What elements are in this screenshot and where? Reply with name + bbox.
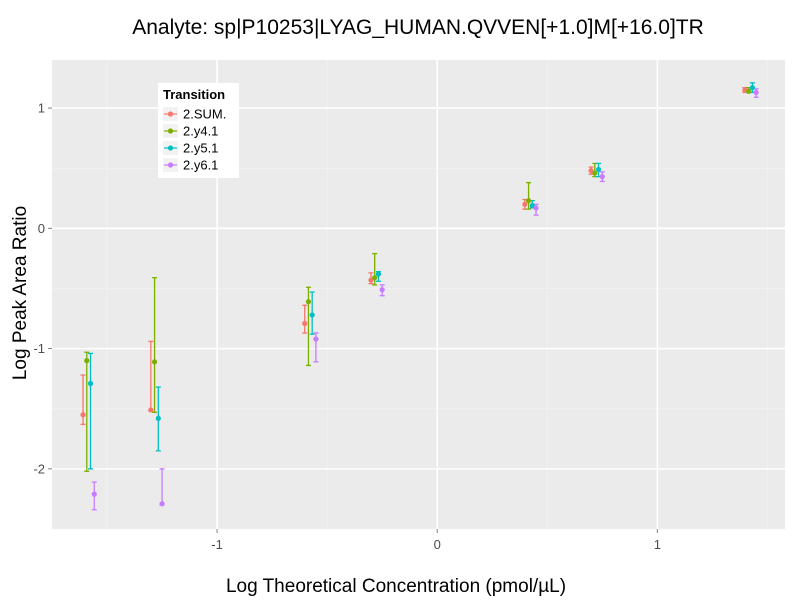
legend-label: 2.y6.1 xyxy=(183,158,218,173)
legend-label: 2.SUM. xyxy=(183,107,226,122)
y-tick-label: -1 xyxy=(33,341,45,356)
data-point xyxy=(313,336,319,342)
legend-label: 2.y5.1 xyxy=(183,141,218,156)
legend-key-point xyxy=(167,128,174,134)
x-axis-ticks: -1 0 1 xyxy=(211,529,661,552)
data-point xyxy=(91,491,97,497)
data-point xyxy=(159,501,165,507)
data-point xyxy=(529,202,535,209)
data-point xyxy=(372,275,378,281)
x-axis-title: Log Theoretical Concentration (pmol/µL) xyxy=(226,576,566,597)
data-point xyxy=(305,299,312,305)
data-point xyxy=(525,198,532,204)
legend-key-point xyxy=(167,145,174,151)
data-point xyxy=(87,380,94,387)
x-tick-label: 1 xyxy=(654,537,661,552)
legend-items: 2.SUM. 2.y4.1 2.y5.1 2.y6.1 xyxy=(163,107,226,173)
legend-title: Transition xyxy=(163,87,225,102)
legend-label: 2.y4.1 xyxy=(183,124,218,139)
y-axis-ticks: -2 -1 0 1 xyxy=(33,101,52,476)
data-point xyxy=(592,170,598,176)
data-points xyxy=(80,85,759,507)
data-point xyxy=(753,89,759,96)
data-point xyxy=(80,412,86,418)
y-tick-label: 1 xyxy=(38,101,45,116)
x-tick-label: -1 xyxy=(211,537,223,552)
legend: Transition 2.SUM. 2.y4.1 2.y5.1 2.y6.1 xyxy=(158,83,239,178)
x-tick-label: 0 xyxy=(434,537,441,552)
data-point xyxy=(151,359,158,365)
data-point xyxy=(368,277,374,283)
data-point xyxy=(375,271,382,277)
data-point xyxy=(595,166,602,173)
chart-title: Analyte: sp|P10253|LYAG_HUMAN.QVVEN[+1.0… xyxy=(132,16,704,39)
y-tick-label: 0 xyxy=(38,221,45,236)
data-point xyxy=(148,407,154,413)
data-point xyxy=(588,168,594,174)
legend-key-point xyxy=(167,111,174,117)
y-axis-title: Log Peak Area Ratio xyxy=(10,206,31,380)
data-point xyxy=(749,85,756,91)
data-point xyxy=(533,205,539,211)
data-point xyxy=(155,415,161,421)
y-tick-label: -2 xyxy=(33,461,45,476)
data-point xyxy=(379,287,385,293)
data-point xyxy=(84,358,90,364)
data-point xyxy=(746,88,752,94)
legend-key-point xyxy=(167,162,174,168)
data-point xyxy=(522,201,528,207)
data-point xyxy=(599,174,605,180)
data-point xyxy=(302,320,308,326)
data-point xyxy=(309,312,315,318)
